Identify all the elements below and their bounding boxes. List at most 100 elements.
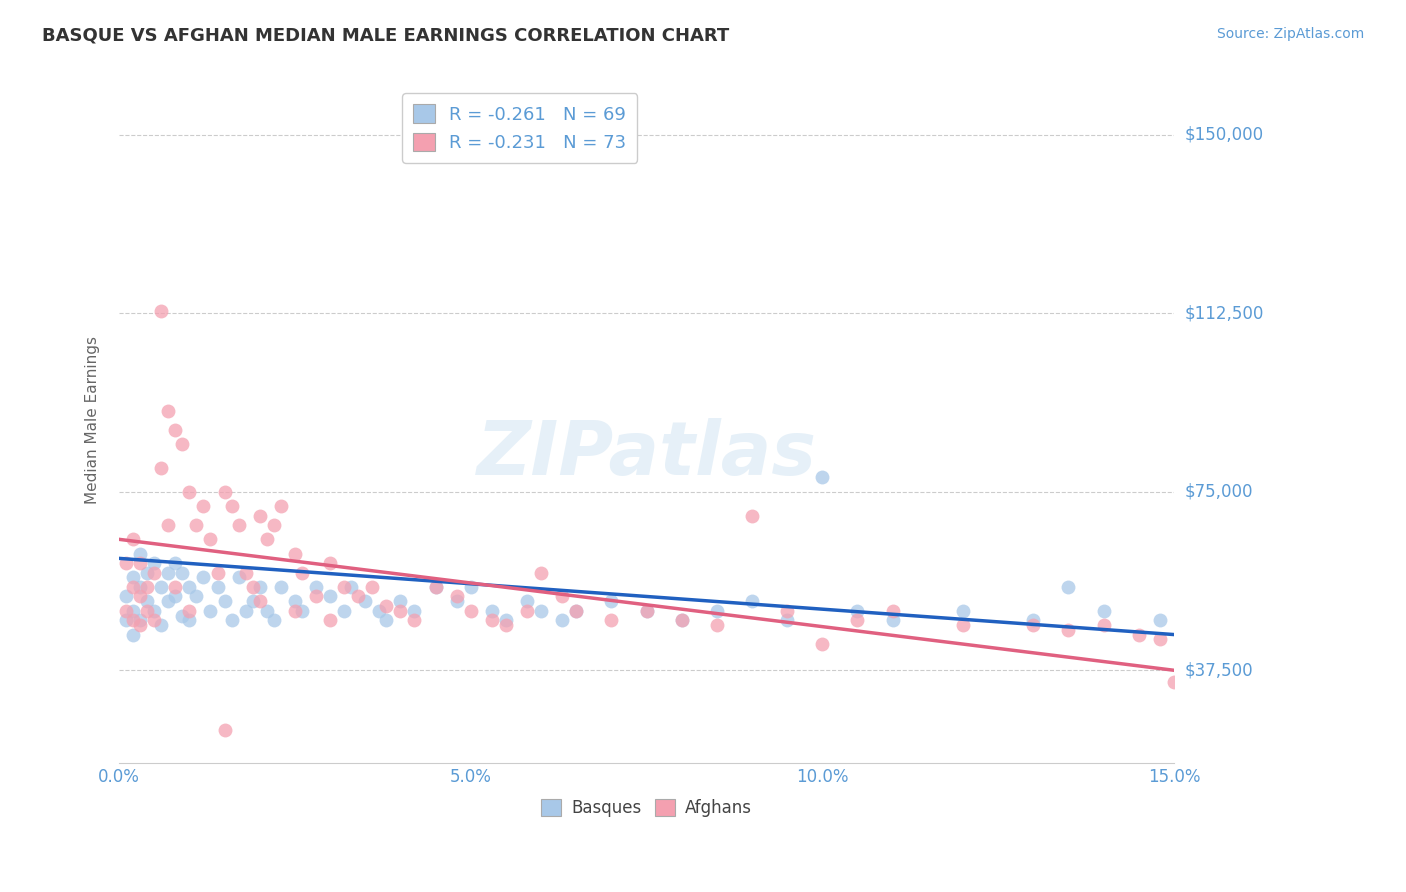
Text: $150,000: $150,000 — [1185, 126, 1264, 144]
Point — [242, 580, 264, 594]
Point — [305, 580, 328, 594]
Point — [115, 556, 138, 570]
Point — [150, 618, 173, 632]
Point — [882, 613, 904, 627]
Point — [636, 604, 658, 618]
Y-axis label: Median Male Earnings: Median Male Earnings — [86, 336, 100, 504]
Point — [565, 604, 588, 618]
Point — [165, 590, 187, 604]
Point — [741, 508, 763, 523]
Point — [1092, 604, 1115, 618]
Point — [150, 580, 173, 594]
Point — [122, 627, 145, 641]
Point — [172, 566, 194, 580]
Point — [551, 613, 574, 627]
Point — [249, 594, 271, 608]
Point — [235, 604, 257, 618]
Point — [129, 590, 152, 604]
Text: $112,500: $112,500 — [1185, 304, 1264, 322]
Legend: Basques, Afghans: Basques, Afghans — [534, 792, 758, 823]
Text: $75,000: $75,000 — [1185, 483, 1254, 500]
Point — [389, 594, 412, 608]
Point — [143, 556, 166, 570]
Point — [143, 604, 166, 618]
Point — [256, 604, 278, 618]
Point — [551, 590, 574, 604]
Point — [333, 580, 356, 594]
Point — [200, 604, 222, 618]
Point — [284, 547, 307, 561]
Point — [368, 604, 391, 618]
Point — [1022, 613, 1045, 627]
Point — [404, 613, 426, 627]
Point — [1149, 632, 1171, 647]
Point — [242, 594, 264, 608]
Point — [263, 518, 285, 533]
Point — [214, 594, 236, 608]
Point — [354, 594, 377, 608]
Point — [165, 556, 187, 570]
Point — [347, 590, 370, 604]
Point — [319, 590, 342, 604]
Point — [846, 604, 869, 618]
Point — [600, 613, 623, 627]
Point — [165, 423, 187, 437]
Point — [235, 566, 257, 580]
Point — [1022, 618, 1045, 632]
Point — [122, 570, 145, 584]
Point — [882, 604, 904, 618]
Point — [516, 604, 538, 618]
Point — [600, 594, 623, 608]
Point — [249, 508, 271, 523]
Point — [193, 570, 215, 584]
Point — [179, 604, 201, 618]
Point — [481, 613, 503, 627]
Point — [193, 499, 215, 513]
Point — [221, 613, 243, 627]
Point — [136, 566, 159, 580]
Point — [952, 604, 974, 618]
Point — [172, 437, 194, 451]
Point — [425, 580, 447, 594]
Point — [200, 533, 222, 547]
Point — [516, 594, 538, 608]
Point — [1163, 675, 1185, 690]
Point — [284, 594, 307, 608]
Point — [136, 580, 159, 594]
Point — [228, 570, 250, 584]
Point — [129, 618, 152, 632]
Point — [179, 580, 201, 594]
Point — [186, 518, 208, 533]
Point — [291, 604, 314, 618]
Point — [319, 556, 342, 570]
Point — [340, 580, 363, 594]
Point — [136, 594, 159, 608]
Point — [952, 618, 974, 632]
Point — [446, 590, 468, 604]
Point — [291, 566, 314, 580]
Point — [425, 580, 447, 594]
Point — [115, 590, 138, 604]
Point — [214, 484, 236, 499]
Point — [706, 618, 728, 632]
Point — [115, 613, 138, 627]
Point — [143, 613, 166, 627]
Point — [1057, 623, 1080, 637]
Point — [221, 499, 243, 513]
Point — [165, 580, 187, 594]
Point — [270, 499, 292, 513]
Point — [129, 547, 152, 561]
Point — [319, 613, 342, 627]
Point — [375, 613, 398, 627]
Point — [157, 594, 180, 608]
Point — [565, 604, 588, 618]
Point — [495, 618, 517, 632]
Point — [186, 590, 208, 604]
Point — [389, 604, 412, 618]
Point — [530, 566, 553, 580]
Point — [207, 566, 229, 580]
Point — [361, 580, 384, 594]
Point — [129, 580, 152, 594]
Point — [481, 604, 503, 618]
Point — [1128, 627, 1150, 641]
